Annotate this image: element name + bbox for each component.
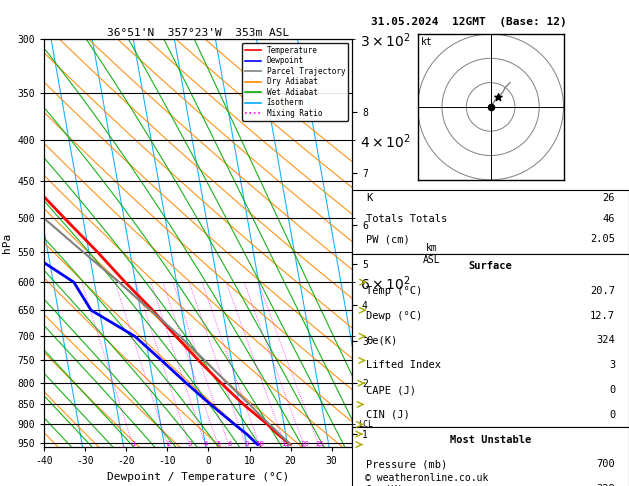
Title: 36°51'N  357°23'W  353m ASL: 36°51'N 357°23'W 353m ASL (107, 28, 289, 38)
Text: 31.05.2024  12GMT  (Base: 12): 31.05.2024 12GMT (Base: 12) (371, 17, 567, 27)
Text: θe(K): θe(K) (366, 335, 398, 346)
Text: 0: 0 (609, 410, 615, 420)
FancyBboxPatch shape (352, 190, 629, 254)
Point (493, 93, 503, 101)
Text: 12.7: 12.7 (590, 311, 615, 321)
FancyBboxPatch shape (352, 427, 629, 486)
Text: K: K (366, 193, 372, 203)
Text: 10: 10 (256, 441, 265, 447)
Text: Dewp (°C): Dewp (°C) (366, 311, 422, 321)
Text: 46: 46 (603, 214, 615, 224)
Text: kt: kt (421, 37, 432, 47)
Text: 3: 3 (188, 441, 192, 447)
Text: θe (K): θe (K) (366, 484, 404, 486)
Text: 2: 2 (166, 441, 170, 447)
Text: Pressure (mb): Pressure (mb) (366, 459, 447, 469)
Text: Lifted Index: Lifted Index (366, 360, 441, 370)
Text: LCL: LCL (359, 420, 374, 429)
Text: CAPE (J): CAPE (J) (366, 385, 416, 395)
Text: PW (cm): PW (cm) (366, 234, 410, 244)
Text: 4: 4 (204, 441, 208, 447)
Text: 26: 26 (603, 193, 615, 203)
Text: Most Unstable: Most Unstable (450, 434, 532, 445)
Text: 3: 3 (609, 360, 615, 370)
Text: 5: 5 (216, 441, 221, 447)
Y-axis label: hPa: hPa (2, 233, 12, 253)
Text: Totals Totals: Totals Totals (366, 214, 447, 224)
Point (486, 103, 496, 111)
Text: Temp (°C): Temp (°C) (366, 286, 422, 296)
Legend: Temperature, Dewpoint, Parcel Trajectory, Dry Adiabat, Wet Adiabat, Isotherm, Mi: Temperature, Dewpoint, Parcel Trajectory… (242, 43, 348, 121)
Text: 1: 1 (131, 441, 136, 447)
Text: © weatheronline.co.uk: © weatheronline.co.uk (365, 473, 488, 483)
Text: 25: 25 (315, 441, 324, 447)
Y-axis label: km
ASL: km ASL (423, 243, 440, 264)
Text: 328: 328 (596, 484, 615, 486)
Text: 6: 6 (227, 441, 231, 447)
Text: 15: 15 (281, 441, 291, 447)
Text: 324: 324 (596, 335, 615, 346)
Text: Surface: Surface (469, 261, 513, 271)
Text: 20: 20 (300, 441, 309, 447)
Text: 20.7: 20.7 (590, 286, 615, 296)
Text: 8: 8 (244, 441, 249, 447)
FancyBboxPatch shape (352, 254, 629, 427)
Text: CIN (J): CIN (J) (366, 410, 410, 420)
Text: 0: 0 (609, 385, 615, 395)
Text: 700: 700 (596, 459, 615, 469)
X-axis label: Dewpoint / Temperature (°C): Dewpoint / Temperature (°C) (107, 472, 289, 482)
Text: 2.05: 2.05 (590, 234, 615, 244)
